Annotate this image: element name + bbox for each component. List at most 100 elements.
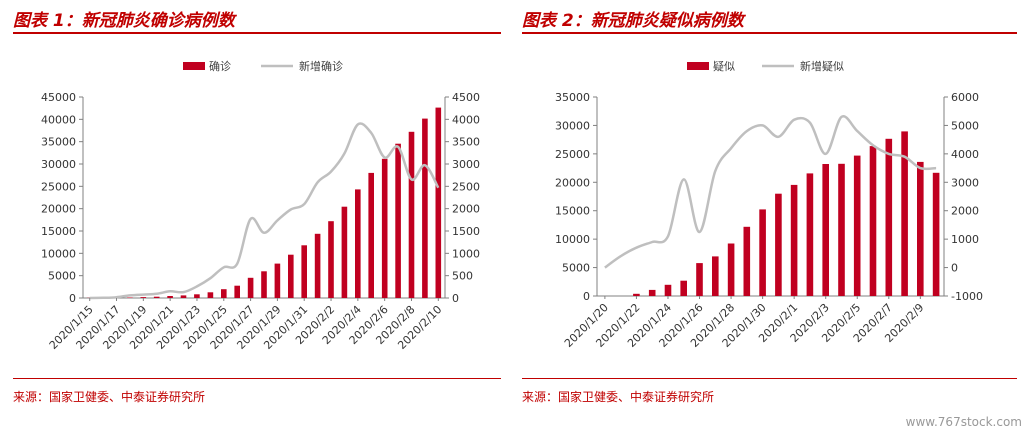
watermark: www.767stock.com — [905, 415, 1022, 429]
y-right-tick-label: 3000 — [452, 158, 480, 171]
bar — [822, 164, 829, 296]
bar — [743, 226, 751, 296]
y-right-tick-label: 1000 — [452, 247, 480, 260]
bar — [869, 146, 877, 296]
bar — [885, 138, 893, 296]
figure-2-source: 来源：国家卫健委、中泰证券研究所 — [522, 390, 715, 404]
chart-legend: 疑似 新增疑似 — [687, 59, 844, 73]
y-right-tick-label: 3500 — [452, 136, 480, 149]
y-right-tick-label: 2500 — [452, 180, 480, 193]
bar — [775, 193, 782, 296]
y-right-tick-label: 1000 — [951, 233, 979, 246]
y-right-tick-label: 4000 — [951, 148, 979, 161]
y-right-tick-label: 4500 — [452, 91, 480, 104]
y-left-tick-label: 40000 — [41, 113, 76, 126]
bar — [221, 289, 227, 298]
bar — [790, 184, 798, 296]
y-left-tick-label: 45000 — [41, 91, 76, 104]
chart-legend: 确诊 新增确诊 — [183, 59, 343, 73]
bar — [314, 233, 321, 298]
bar — [917, 161, 924, 296]
y-right-tick-label: 2000 — [452, 203, 480, 216]
y-left-tick-label: 15000 — [41, 225, 76, 238]
figure-2-bottom-rule — [522, 378, 1017, 379]
y-right-tick-label: 0 — [951, 262, 958, 275]
bar — [932, 172, 940, 296]
y-left-tick-label: 5000 — [48, 270, 76, 283]
y-right-tick-label: 3000 — [951, 176, 979, 189]
bar — [274, 263, 281, 298]
bar — [727, 243, 735, 296]
bar — [901, 131, 908, 296]
bar — [341, 206, 348, 298]
y-left-tick-label: 20000 — [555, 176, 590, 189]
y-right-tick-label: 5000 — [951, 119, 979, 132]
suspected-cases-chart: 疑似 新增疑似0500010000150002000025000300003500… — [555, 59, 983, 350]
y-left-tick-label: 0 — [583, 290, 590, 303]
bar — [408, 131, 415, 298]
bar — [234, 285, 240, 298]
y-right-tick-label: 500 — [452, 270, 473, 283]
bar — [301, 245, 307, 298]
legend-bar-label: 确诊 — [209, 59, 231, 73]
bar — [422, 118, 428, 298]
y-left-tick-label: 5000 — [562, 262, 590, 275]
legend-line-label: 新增疑似 — [800, 59, 844, 73]
bar — [261, 271, 267, 298]
bar — [633, 293, 640, 296]
y-left-tick-label: 20000 — [41, 203, 76, 216]
bar — [696, 263, 703, 296]
y-left-tick-label: 15000 — [555, 205, 590, 218]
bar — [127, 297, 133, 298]
y-left-tick-label: 35000 — [41, 136, 76, 149]
series-line — [604, 115, 937, 269]
bar — [381, 158, 388, 298]
figure-1-panel: 图表 1：新冠肺炎确诊病例数 确诊 新增确诊 0 5000 10000 15000 2000… — [13, 0, 501, 410]
y-left-tick-label: 25000 — [41, 180, 76, 193]
y-left-tick-label: 10000 — [41, 247, 76, 260]
figure-2-panel: 图表 2：新冠肺炎疑似病例数 疑似 新增疑似 0 5000 10000 15000 2000… — [522, 0, 1017, 410]
y-right-tick-label: 1500 — [452, 225, 480, 238]
y-left-tick-label: 30000 — [555, 119, 590, 132]
figure-1-top-rule — [13, 32, 501, 34]
y-left-tick-label: 30000 — [41, 158, 76, 171]
y-left-tick-label: 35000 — [555, 91, 590, 104]
figure-1-bottom-rule — [13, 378, 501, 379]
bar — [328, 221, 334, 298]
bar — [140, 297, 147, 298]
legend-bar-swatch — [183, 62, 205, 70]
y-right-tick-label: 2000 — [951, 205, 979, 218]
bar — [712, 256, 719, 296]
bar — [288, 254, 294, 298]
y-right-tick-label: -1000 — [951, 290, 983, 303]
bar — [648, 289, 656, 296]
bar — [194, 294, 200, 298]
legend-bar-swatch — [687, 62, 709, 70]
y-left-tick-label: 10000 — [555, 233, 590, 246]
y-left-tick-label: 25000 — [555, 148, 590, 161]
bar — [759, 209, 766, 296]
legend-line-label: 新增确诊 — [299, 59, 343, 73]
figure-1-source: 来源：国家卫健委、中泰证券研究所 — [13, 390, 206, 404]
bar — [853, 155, 861, 296]
bar — [838, 163, 845, 296]
bar — [355, 189, 361, 298]
legend-bar-label: 疑似 — [713, 60, 735, 73]
bar — [368, 172, 374, 298]
y-right-tick-label: 6000 — [951, 91, 979, 104]
bar — [167, 296, 173, 298]
figure-2-top-rule — [522, 32, 1017, 34]
series-line — [89, 122, 440, 300]
figure-2-title: 图表 2：新冠肺炎疑似病例数 — [522, 11, 744, 31]
figure-1-title: 图表 1：新冠肺炎确诊病例数 — [13, 11, 235, 31]
y-right-tick-label: 4000 — [452, 113, 480, 126]
bar — [207, 292, 214, 298]
bar — [806, 173, 814, 296]
bar — [664, 284, 672, 296]
bar — [435, 107, 442, 298]
bar — [180, 295, 187, 298]
y-left-tick-label: 0 — [69, 292, 76, 305]
bar — [153, 296, 160, 298]
confirmed-cases-chart: 确诊 新增确诊 0 5000 10000 15000 20000 25000 30000 3500… — [41, 59, 480, 352]
bar — [395, 143, 401, 298]
